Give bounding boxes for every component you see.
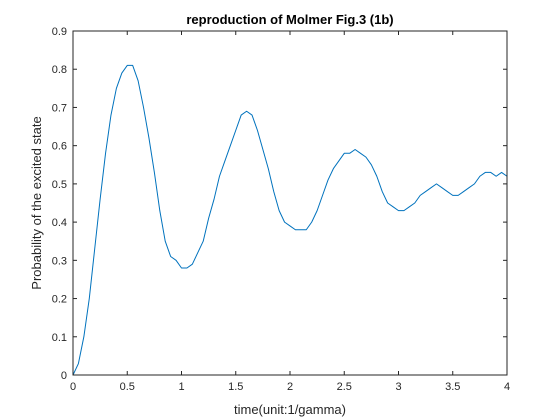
axes-box <box>72 30 508 376</box>
x-tick-label: 0 <box>70 381 76 393</box>
y-tick-label: 0.5 <box>52 179 67 191</box>
x-tick-label: 2 <box>287 381 293 393</box>
plot-area <box>73 31 507 375</box>
y-tick-label: 0.7 <box>52 102 67 114</box>
y-tick-label: 0 <box>61 370 67 382</box>
y-tick-label: 0.6 <box>52 141 67 153</box>
x-tick-label: 4 <box>504 381 510 393</box>
x-tick-label: 1.5 <box>228 381 243 393</box>
x-tick-label: 0.5 <box>120 381 135 393</box>
y-tick-label: 0.9 <box>52 26 67 38</box>
y-tick-label: 0.8 <box>52 64 67 76</box>
x-tick-label: 1 <box>178 381 184 393</box>
x-tick-label: 3.5 <box>445 381 460 393</box>
y-tick-label: 0.2 <box>52 294 67 306</box>
y-tick-label: 0.3 <box>52 255 67 267</box>
chart-title: reproduction of Molmer Fig.3 (1b) <box>186 12 393 27</box>
x-tick-label: 2.5 <box>337 381 352 393</box>
series-line <box>72 64 508 376</box>
x-tick-label: 3 <box>395 381 401 393</box>
y-tick-label: 0.1 <box>52 332 67 344</box>
y-axis-label: Probability of the excited state <box>29 116 44 289</box>
x-axis-label: time(unit:1/gamma) <box>234 402 346 417</box>
y-tick-label: 0.4 <box>52 217 67 229</box>
